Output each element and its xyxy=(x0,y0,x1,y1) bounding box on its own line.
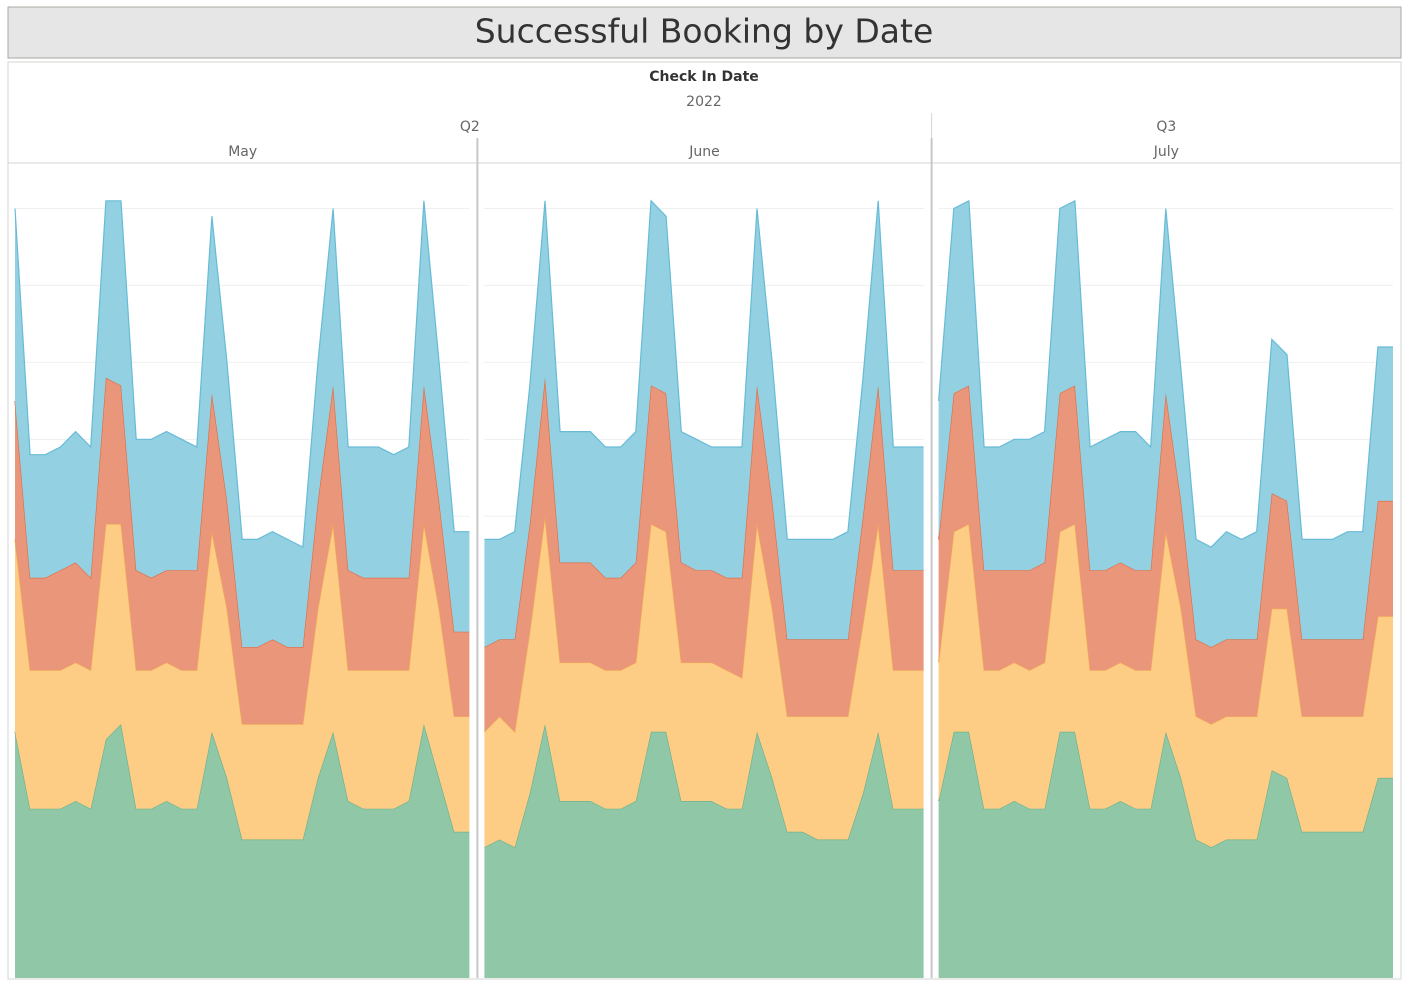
area-fill xyxy=(15,200,470,648)
area-fill xyxy=(15,724,470,978)
quarter-label: Q3 xyxy=(1156,119,1176,135)
area-fill xyxy=(484,377,924,732)
area-fill xyxy=(938,385,1393,725)
area-edge xyxy=(484,199,924,540)
area-edge xyxy=(14,200,470,549)
month-label: June xyxy=(688,144,720,160)
title-bar xyxy=(7,6,1402,59)
month-label: May xyxy=(228,144,257,160)
header-label: Check In Date xyxy=(649,69,759,85)
quarter-label: Q2 xyxy=(460,119,480,135)
area-fill xyxy=(938,200,1393,648)
area-edge xyxy=(938,199,1393,548)
chart-title: Successful Booking by Date xyxy=(475,12,934,51)
area-fill xyxy=(938,731,1393,978)
area-fill xyxy=(938,524,1393,848)
area-fill xyxy=(484,200,924,648)
area-fill xyxy=(484,516,924,848)
month-label: July xyxy=(1153,144,1179,160)
year-label: 2022 xyxy=(686,94,722,110)
area-fill xyxy=(15,377,470,725)
area-fill xyxy=(484,724,924,978)
